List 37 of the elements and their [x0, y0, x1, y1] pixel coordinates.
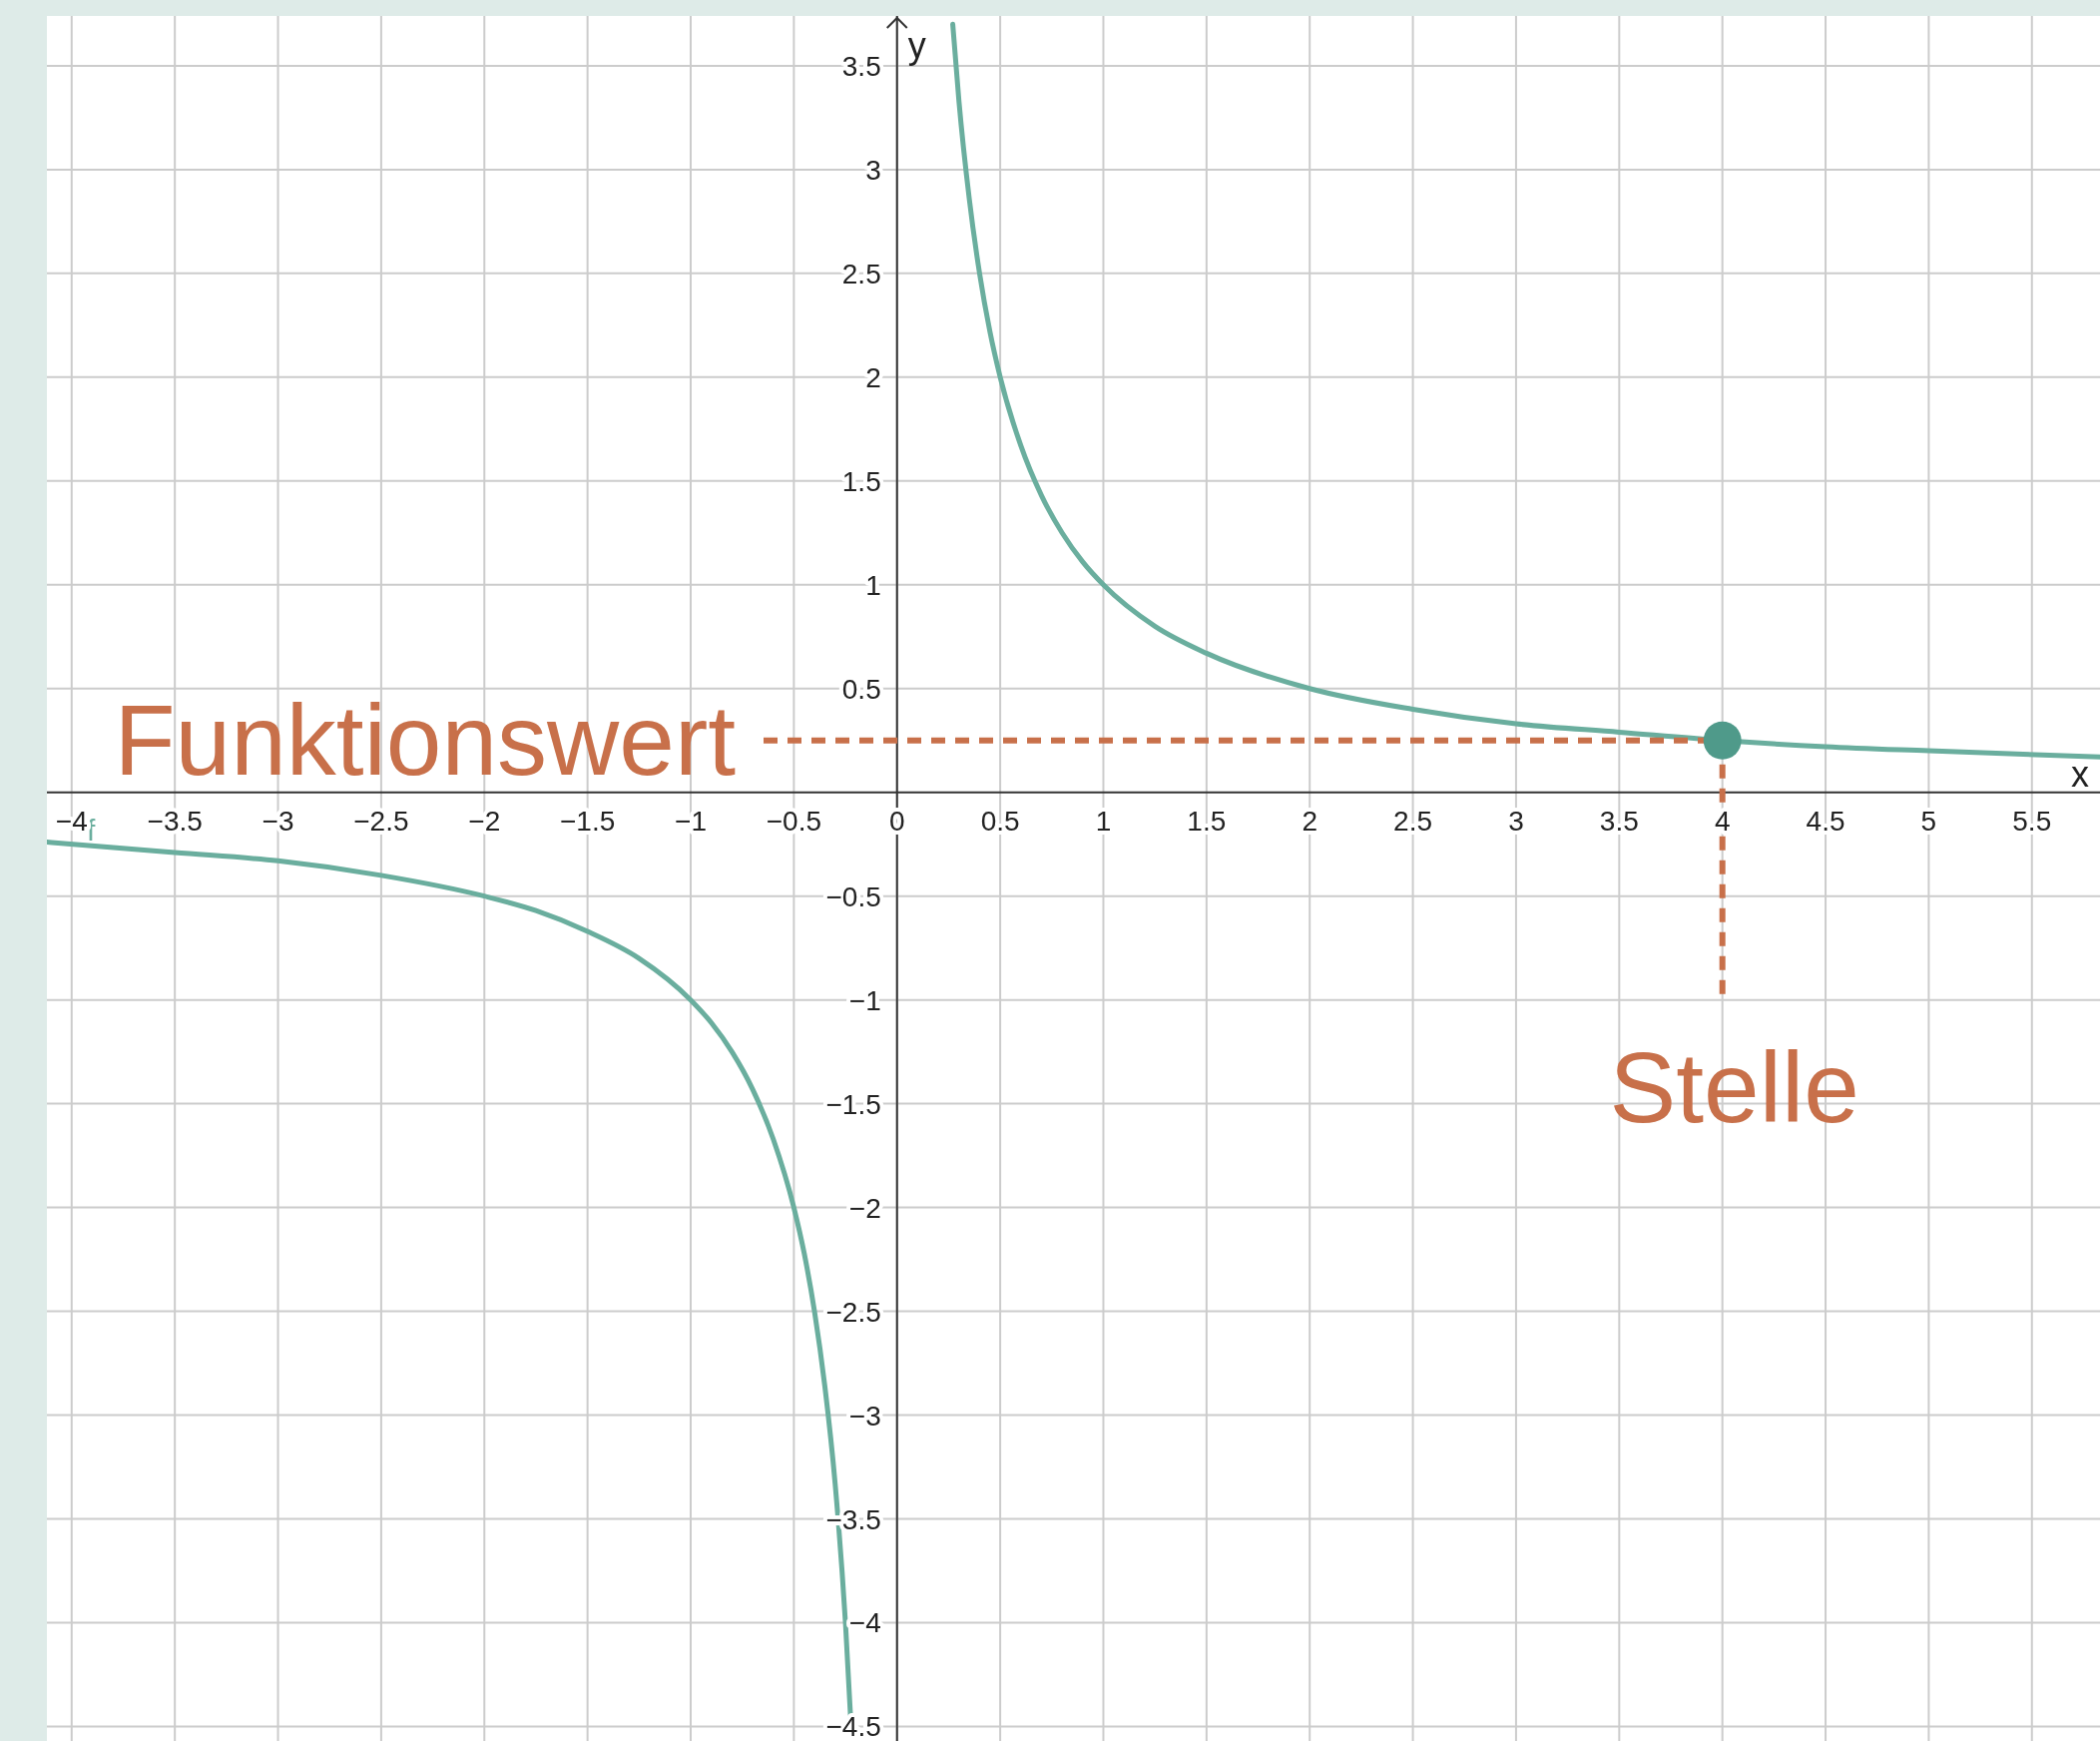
- x-tick-label: −1: [675, 805, 707, 837]
- x-tick-label: 3.5: [1599, 805, 1639, 837]
- y-tick-label: −2.5: [825, 1296, 881, 1328]
- x-tick-label: 1: [1095, 805, 1112, 837]
- x-axis-title: x: [2071, 753, 2089, 795]
- y-tick-label: 0.5: [841, 673, 881, 705]
- x-tick-label: 2.5: [1393, 805, 1433, 837]
- y-tick-label: −1: [848, 984, 881, 1016]
- x-tick-label: −3: [262, 805, 294, 837]
- x-tick-label: 0.5: [980, 805, 1020, 837]
- x-tick-label: 2: [1302, 805, 1317, 837]
- x-tick-label: 3: [1508, 805, 1524, 837]
- x-tick-label: −2: [468, 805, 501, 837]
- y-tick-label: 1: [865, 569, 881, 601]
- y-tick-label: 2: [865, 361, 881, 393]
- x-tick-label: 1.5: [1187, 805, 1227, 837]
- x-tick-label: 4: [1714, 805, 1731, 837]
- y-tick-label: −1.5: [825, 1088, 881, 1120]
- ref-line-label: Stelle: [1609, 1031, 1859, 1143]
- y-tick-label: −0.5: [825, 880, 881, 912]
- x-tick-label: 5: [1920, 805, 1937, 837]
- y-tick-label: −3: [848, 1400, 881, 1432]
- y-tick-label: 3: [865, 154, 881, 186]
- x-tick-label: −4: [55, 805, 88, 837]
- x-tick-label: −2.5: [353, 805, 409, 837]
- y-tick-label: −4: [848, 1607, 881, 1639]
- x-tick-label: −0.5: [766, 805, 822, 837]
- x-tick-label: −3.5: [147, 805, 203, 837]
- x-tick-label: −1.5: [560, 805, 616, 837]
- y-tick-label: −2: [848, 1192, 881, 1224]
- x-tick-label: 4.5: [1806, 805, 1845, 837]
- y-tick-label: 3.5: [841, 50, 881, 82]
- x-tick-label: 5.5: [2012, 805, 2052, 837]
- y-axis-title: y: [907, 25, 926, 66]
- ref-line-label: Funktionswert: [114, 683, 737, 796]
- y-tick-label: 1.5: [841, 465, 881, 497]
- y-tick-label: 2.5: [841, 258, 881, 290]
